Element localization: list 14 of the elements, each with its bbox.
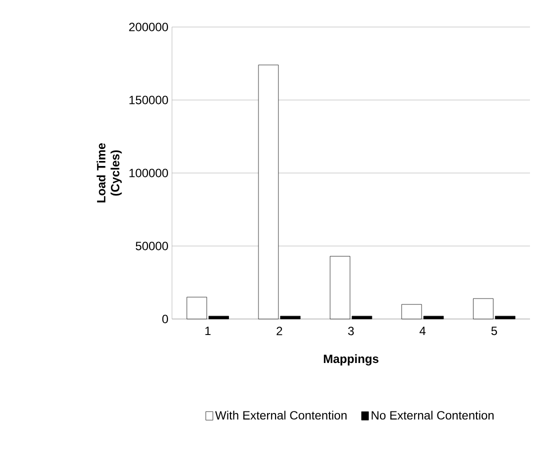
x-tick-label: 3 <box>348 326 354 336</box>
legend-label: With External Contention <box>215 410 347 420</box>
y-tick-label: 200000 <box>129 22 168 32</box>
legend-label: No External Contention <box>372 410 494 420</box>
y-tick-label: 150000 <box>129 96 168 104</box>
y-axis-title: Load Time (Cycles) <box>96 143 122 202</box>
x-tick-label: 1 <box>205 326 211 335</box>
x-tick-label: 2 <box>276 326 282 336</box>
x-tick-label: 5 <box>491 326 498 336</box>
y-tick-label: 50000 <box>136 242 168 250</box>
x-tick-label: 4 <box>420 326 426 335</box>
y-tick-label: 0 <box>162 314 168 324</box>
y-tick-label: 100000 <box>129 168 168 178</box>
x-axis-title: Mappings <box>324 354 378 366</box>
